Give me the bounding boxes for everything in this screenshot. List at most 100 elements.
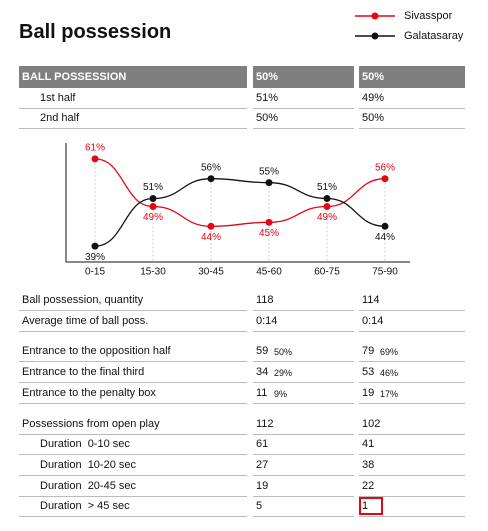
x-tick-label: 75-90 [372,267,398,278]
cell-value: 102 [362,417,381,430]
legend-label: Sivasspor [404,10,453,22]
row-label: 2nd half [40,112,80,124]
cell-value: 50% [362,112,385,124]
series-line [94,178,386,247]
cell-share: 69% [380,347,399,358]
point [323,195,331,203]
header-text: BALL POSSESSION [22,71,127,83]
cell-value: 51% [256,92,279,104]
x-tick-label: 15-30 [140,267,166,278]
row-separator [253,474,354,476]
row-separator [359,382,465,384]
value-label: 45% [259,228,279,239]
row-separator [359,433,465,435]
cell-share: 46% [380,368,399,379]
x-tick-label: 60-75 [314,267,340,278]
cell-value: 79 [362,345,375,358]
row-separator [19,516,247,518]
cell-value: 53 [362,366,375,379]
row-separator [359,108,465,109]
point [149,195,157,203]
value-label: 49% [317,212,337,223]
value-label: 44% [201,232,221,243]
point [207,175,215,183]
cell-value: 112 [256,417,274,430]
cell-value: 118 [256,294,274,306]
value-label: 55% [259,166,279,177]
row-separator [253,361,354,363]
point [91,242,99,250]
page-title: Ball possession [19,21,172,43]
row-label: Average time of ball poss. [22,314,149,327]
header-cell [359,66,465,88]
row-separator [19,454,247,456]
point [323,202,331,210]
row-label: Entrance to the penalty box [22,386,156,399]
header-cell [253,66,354,88]
cell-value: 34 [256,366,269,379]
row-label: 1st half [40,92,76,104]
cell-value: 27 [256,458,269,471]
row-separator [359,361,465,363]
row-separator [253,108,354,109]
cell-value: 22 [362,479,375,492]
x-tick-label: 0-15 [85,267,105,278]
value-label: 61% [85,143,105,154]
row-separator [19,495,247,497]
row-separator [19,330,247,332]
value-label: 51% [317,182,337,193]
cell-share: 17% [380,388,399,399]
row-separator [19,128,247,129]
cell-share: 29% [274,368,293,379]
point [381,222,389,230]
point [91,155,99,163]
x-tick-label: 45-60 [256,267,282,278]
row-label: Duration 20-45 sec [40,479,136,492]
value-label: 44% [375,232,395,243]
cell-value: 38 [362,458,375,471]
value-label: 51% [143,182,163,193]
row-separator [19,474,247,476]
cell-value: 50% [256,112,279,124]
row-separator [19,108,247,109]
row-separator [253,433,354,435]
row-separator [19,433,247,435]
cell-value: 1 [362,500,369,513]
cell-share: 9% [274,388,288,399]
row-separator [253,402,354,404]
series-line [94,158,386,227]
row-separator [359,402,465,404]
row-separator [359,495,465,497]
row-separator [253,516,354,518]
row-separator [359,330,465,332]
row-separator [359,310,465,311]
row-separator [19,382,247,384]
point [207,222,215,230]
cell-value: 19 [362,386,375,399]
row-separator [253,128,354,129]
header-text: 50% [256,71,279,83]
row-separator [253,310,354,311]
cell-value: 0:14 [362,314,384,327]
legend-label: Galatasaray [404,30,464,42]
value-label: 39% [85,252,105,263]
cell-value: 11 [256,386,268,399]
point [149,202,157,210]
row-label: Possessions from open play [22,417,160,430]
value-label: 49% [143,212,163,223]
row-label: Duration 10-20 sec [40,458,136,471]
row-separator [359,474,465,476]
legend-marker [371,12,379,20]
legend-marker [371,32,379,40]
row-label: Duration 0-10 sec [40,438,130,451]
value-label: 56% [375,162,395,173]
header-cell [19,66,247,88]
row-separator [19,361,247,363]
header-text: 50% [362,71,385,83]
cell-value: 61 [256,438,269,451]
cell-value: 0:14 [256,314,278,327]
row-separator [359,516,465,518]
cell-value: 41 [362,438,375,451]
